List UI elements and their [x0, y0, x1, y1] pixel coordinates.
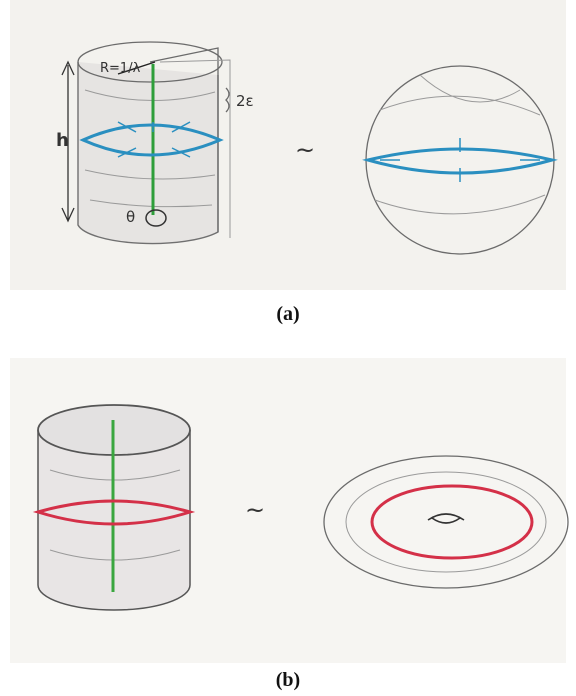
sphere — [362, 65, 558, 255]
radius-label: R=1/λ — [100, 61, 141, 76]
angle-label: θ — [126, 208, 135, 226]
equivalence-sign: ~ — [245, 496, 265, 524]
width-label: 2ε — [236, 92, 254, 110]
panel-a-caption: (a) — [276, 303, 299, 325]
equivalence-sign: ~ — [295, 136, 315, 164]
panel-b-caption: (b) — [276, 669, 300, 691]
slit-cylinder — [61, 41, 231, 245]
height-label: h — [56, 130, 69, 151]
torus — [323, 455, 569, 589]
cylinder — [32, 404, 196, 611]
